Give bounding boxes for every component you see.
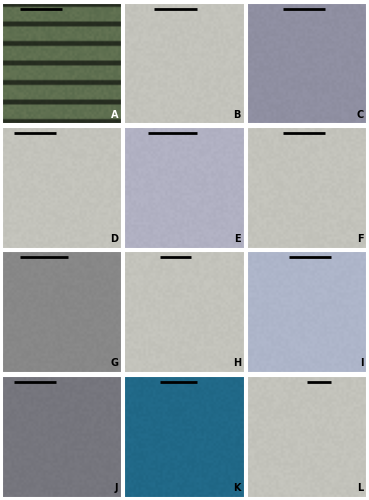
Text: F: F <box>357 234 363 244</box>
Text: H: H <box>233 358 241 368</box>
Text: L: L <box>357 482 363 492</box>
Text: D: D <box>110 234 118 244</box>
Text: I: I <box>360 358 363 368</box>
Text: C: C <box>356 110 363 120</box>
Text: A: A <box>111 110 118 120</box>
Text: K: K <box>234 482 241 492</box>
Text: E: E <box>234 234 241 244</box>
Text: B: B <box>234 110 241 120</box>
Text: J: J <box>115 482 118 492</box>
Text: G: G <box>110 358 118 368</box>
